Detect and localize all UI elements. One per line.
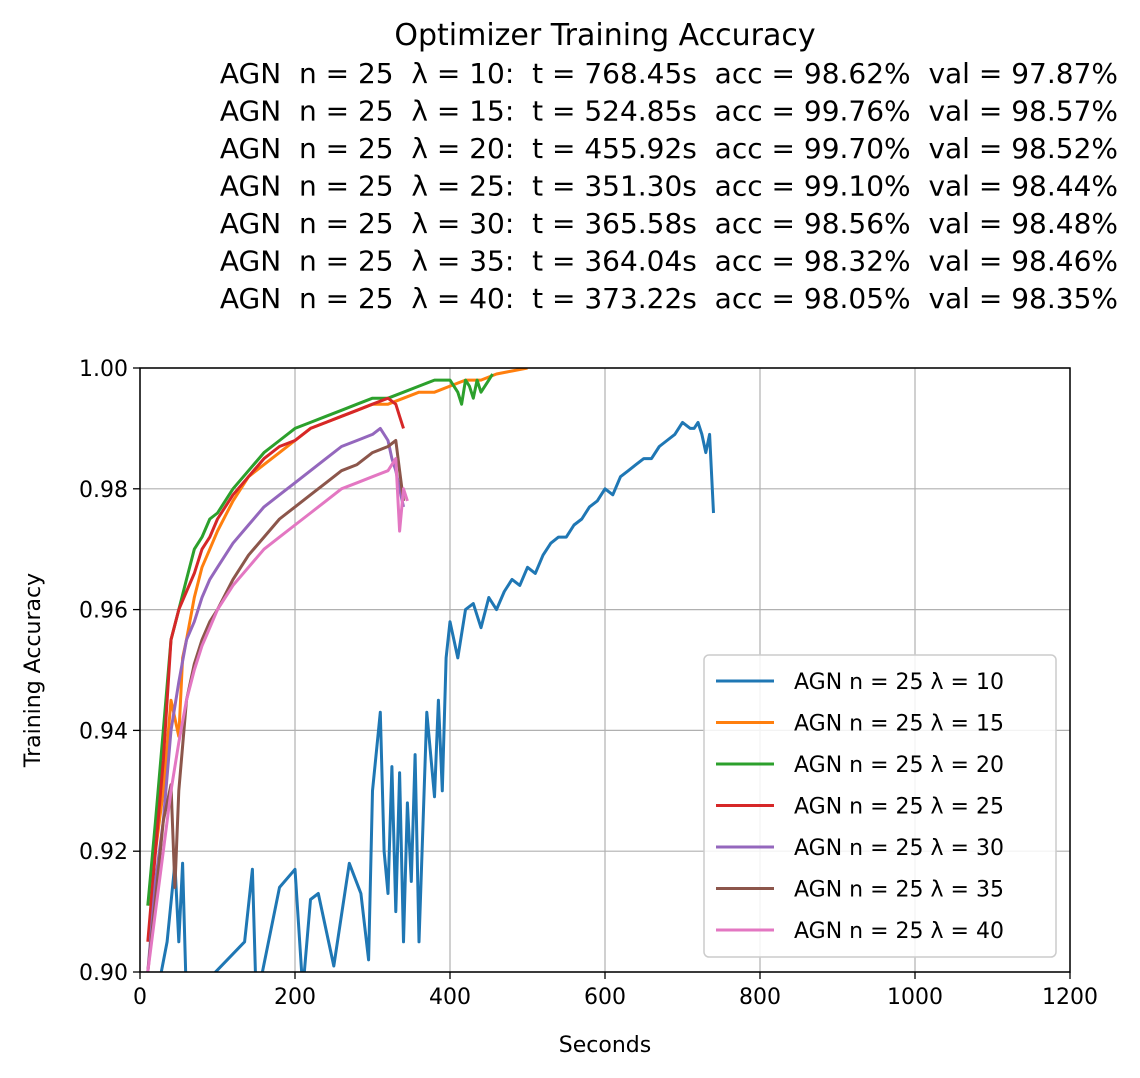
series-line-3 <box>146 373 494 906</box>
y-tick-label: 0.92 <box>79 840 128 865</box>
x-tick-label: 600 <box>584 985 626 1010</box>
y-tick-label: 1.00 <box>79 357 128 382</box>
subtitle-line: AGN n = 25 λ = 20: t = 455.92s acc = 99.… <box>220 132 1118 165</box>
x-axis: 0 200 400 600 800 1000 1200 <box>133 972 1098 1010</box>
y-tick-label: 0.94 <box>79 719 128 744</box>
y-tick-label: 0.96 <box>79 599 128 624</box>
x-tick-label: 1200 <box>1042 985 1098 1010</box>
legend: AGN n = 25 λ = 10 AGN n = 25 λ = 15 AGN n … <box>703 654 1057 958</box>
x-axis-label: Seconds <box>559 1033 651 1058</box>
x-tick-label: 800 <box>739 985 781 1010</box>
legend-label: AGN n = 25 λ = 30 <box>794 836 1004 861</box>
subtitle-line: AGN n = 25 λ = 10: t = 768.45s acc = 98.… <box>220 57 1118 90</box>
legend-label: AGN n = 25 λ = 10 <box>794 670 1004 695</box>
legend-label: AGN n = 25 λ = 15 <box>794 712 1004 737</box>
subtitle-line: AGN n = 25 λ = 30: t = 365.58s acc = 98.… <box>220 207 1118 240</box>
series-line-5 <box>146 426 405 972</box>
legend-label: AGN n = 25 λ = 20 <box>794 753 1004 778</box>
series-line-6 <box>146 439 405 972</box>
series-group <box>146 368 715 972</box>
subtitle-line: AGN n = 25 λ = 35: t = 364.04s acc = 98.… <box>220 245 1118 278</box>
legend-box <box>703 654 1057 958</box>
series-layer <box>146 368 715 972</box>
legend-label: AGN n = 25 λ = 40 <box>794 919 1004 944</box>
chart-subtitle: AGN n = 25 λ = 10: t = 768.45s acc = 98.… <box>220 57 1118 315</box>
x-tick-label: 400 <box>429 985 471 1010</box>
x-tick-label: 0 <box>133 985 147 1010</box>
legend-label: AGN n = 25 λ = 25 <box>794 795 1004 820</box>
subtitle-line: AGN n = 25 λ = 40: t = 373.22s acc = 98.… <box>220 282 1118 315</box>
series-line-1 <box>159 420 715 972</box>
y-tick-label: 0.98 <box>79 478 128 503</box>
x-tick-label: 1000 <box>887 985 943 1010</box>
y-axis: 0.90 0.92 0.94 0.96 0.98 1.00 <box>79 357 140 986</box>
series-line-7 <box>146 457 409 972</box>
x-tick-label: 200 <box>274 985 316 1010</box>
subtitle-line: AGN n = 25 λ = 15: t = 524.85s acc = 99.… <box>220 95 1118 128</box>
y-tick-label: 0.90 <box>79 961 128 986</box>
chart-title: Optimizer Training Accuracy <box>394 18 815 53</box>
y-axis-label: Training Accuracy <box>21 573 46 768</box>
series-line-4 <box>146 396 405 942</box>
subtitle-line: AGN n = 25 λ = 25: t = 351.30s acc = 99.… <box>220 170 1118 203</box>
legend-label: AGN n = 25 λ = 35 <box>794 878 1004 903</box>
